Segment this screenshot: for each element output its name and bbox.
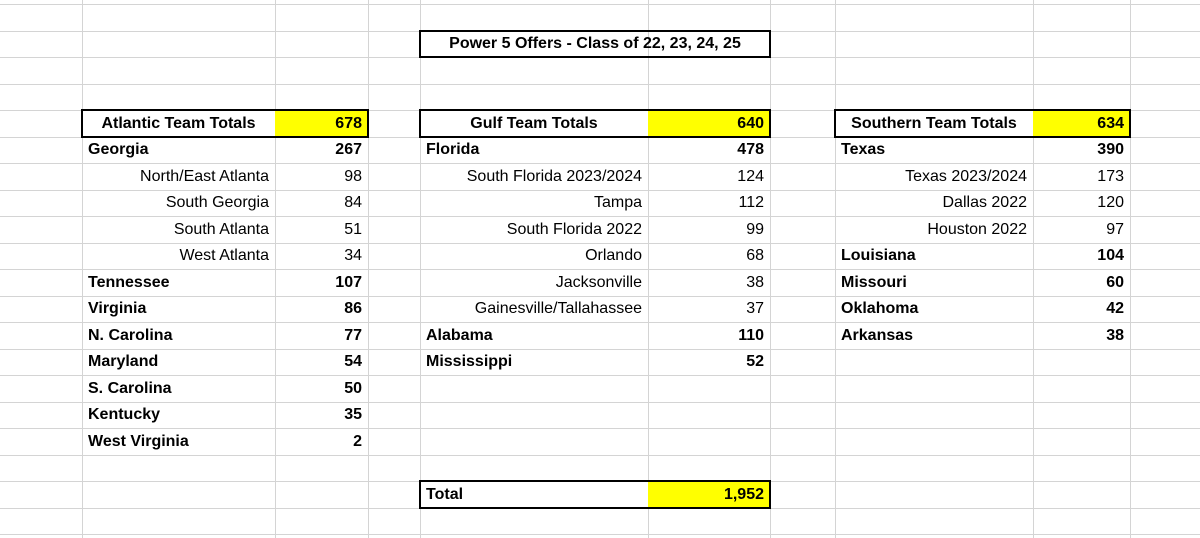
region-value: 77 — [344, 326, 362, 344]
grid-line — [0, 375, 1200, 376]
total-highlight — [648, 110, 770, 137]
subregion-name: South Florida 2023/2024 — [466, 167, 642, 185]
grid-line — [0, 163, 1200, 164]
subregion-value: 84 — [344, 194, 362, 211]
grid-line — [0, 428, 1200, 429]
title: Power 5 Offers - Class of 22, 23, 24, 25 — [449, 35, 741, 52]
subregion-value: 97 — [1106, 220, 1124, 238]
grid-line — [0, 534, 1200, 535]
subregion-value: 37 — [746, 300, 764, 317]
region-name: Georgia — [88, 141, 149, 158]
subregion-value: 51 — [344, 220, 362, 238]
region-value: 267 — [335, 141, 362, 158]
grid-line — [0, 348, 1200, 350]
subregion-value: 173 — [1097, 167, 1124, 185]
subregion-name: South Florida 2022 — [506, 220, 642, 238]
subregion-name: Texas 2023/2024 — [905, 167, 1027, 185]
region-name: Arkansas — [841, 326, 914, 344]
section-header: Atlantic Team Totals — [101, 114, 256, 132]
subregion-value: 34 — [344, 247, 362, 264]
region-name: Alabama — [426, 326, 493, 344]
region-value: 2 — [353, 432, 362, 450]
subregion-name: West Atlanta — [179, 247, 269, 264]
section-total: 640 — [737, 114, 764, 132]
region-name: Louisiana — [841, 247, 916, 264]
subregion-name: South Atlanta — [173, 220, 269, 238]
grid-line — [0, 4, 1200, 5]
region-name: Texas — [841, 141, 886, 158]
grid-line — [0, 269, 1200, 270]
section-header-box — [834, 109, 1131, 138]
grid-line — [0, 454, 1200, 456]
region-value: 110 — [738, 326, 764, 344]
region-name: Florida — [426, 141, 480, 158]
region-value: 107 — [335, 273, 362, 291]
grid-line — [0, 242, 1200, 244]
subregion-value: 38 — [746, 273, 764, 291]
region-name: West Virginia — [88, 432, 189, 450]
section-total: 678 — [335, 114, 362, 132]
region-value: 86 — [344, 300, 362, 317]
section-total: 634 — [1097, 114, 1124, 132]
grand-total-label: Total — [426, 485, 464, 503]
region-value: 50 — [344, 379, 362, 397]
grid-line — [0, 189, 1200, 191]
grid-line — [0, 295, 1200, 297]
subregion-name: Dallas 2022 — [942, 194, 1028, 211]
subregion-value: 68 — [746, 247, 764, 264]
total-highlight — [275, 110, 368, 137]
grid-line — [0, 401, 1200, 403]
region-name: Oklahoma — [841, 300, 919, 317]
subregion-value: 99 — [746, 220, 764, 238]
total-highlight — [1033, 110, 1130, 137]
region-name: Missouri — [841, 273, 907, 291]
region-value: 390 — [1097, 141, 1124, 158]
subregion-name: South Georgia — [165, 194, 269, 211]
grid-line — [0, 83, 1200, 85]
subregion-name: Houston 2022 — [927, 220, 1027, 238]
section-header-box — [419, 109, 771, 138]
region-name: N. Carolina — [88, 326, 173, 344]
region-value: 54 — [344, 353, 362, 370]
section-header-box — [81, 109, 369, 138]
region-name: S. Carolina — [88, 379, 172, 397]
title-box — [419, 29, 771, 58]
region-value: 104 — [1097, 247, 1124, 264]
region-name: Maryland — [88, 353, 159, 370]
subregion-name: North/East Atlanta — [140, 167, 269, 185]
subregion-name: Jacksonville — [555, 273, 642, 291]
grid-line — [0, 322, 1200, 323]
subregion-name: Gainesville/Tallahassee — [474, 300, 642, 317]
subregion-value: 120 — [1097, 194, 1124, 211]
subregion-value: 124 — [737, 167, 764, 185]
region-value: 52 — [746, 353, 764, 370]
grand-total-box — [419, 480, 771, 509]
subregion-name: Tampa — [593, 194, 642, 211]
region-value: 478 — [737, 141, 764, 158]
region-name: Kentucky — [88, 406, 161, 423]
region-value: 60 — [1106, 273, 1124, 291]
region-value: 38 — [1106, 326, 1124, 344]
section-header: Gulf Team Totals — [470, 114, 598, 132]
region-name: Virginia — [88, 300, 147, 317]
subregion-value: 98 — [344, 167, 362, 185]
section-header: Southern Team Totals — [851, 114, 1017, 132]
subregion-name: Orlando — [585, 247, 642, 264]
region-name: Mississippi — [426, 353, 513, 370]
grid-line — [0, 216, 1200, 217]
region-value: 42 — [1106, 300, 1124, 317]
grand-total-value: 1,952 — [723, 485, 764, 503]
region-value: 35 — [344, 406, 362, 423]
subregion-value: 112 — [738, 194, 764, 211]
total-highlight — [648, 481, 770, 508]
region-name: Tennessee — [88, 273, 170, 291]
